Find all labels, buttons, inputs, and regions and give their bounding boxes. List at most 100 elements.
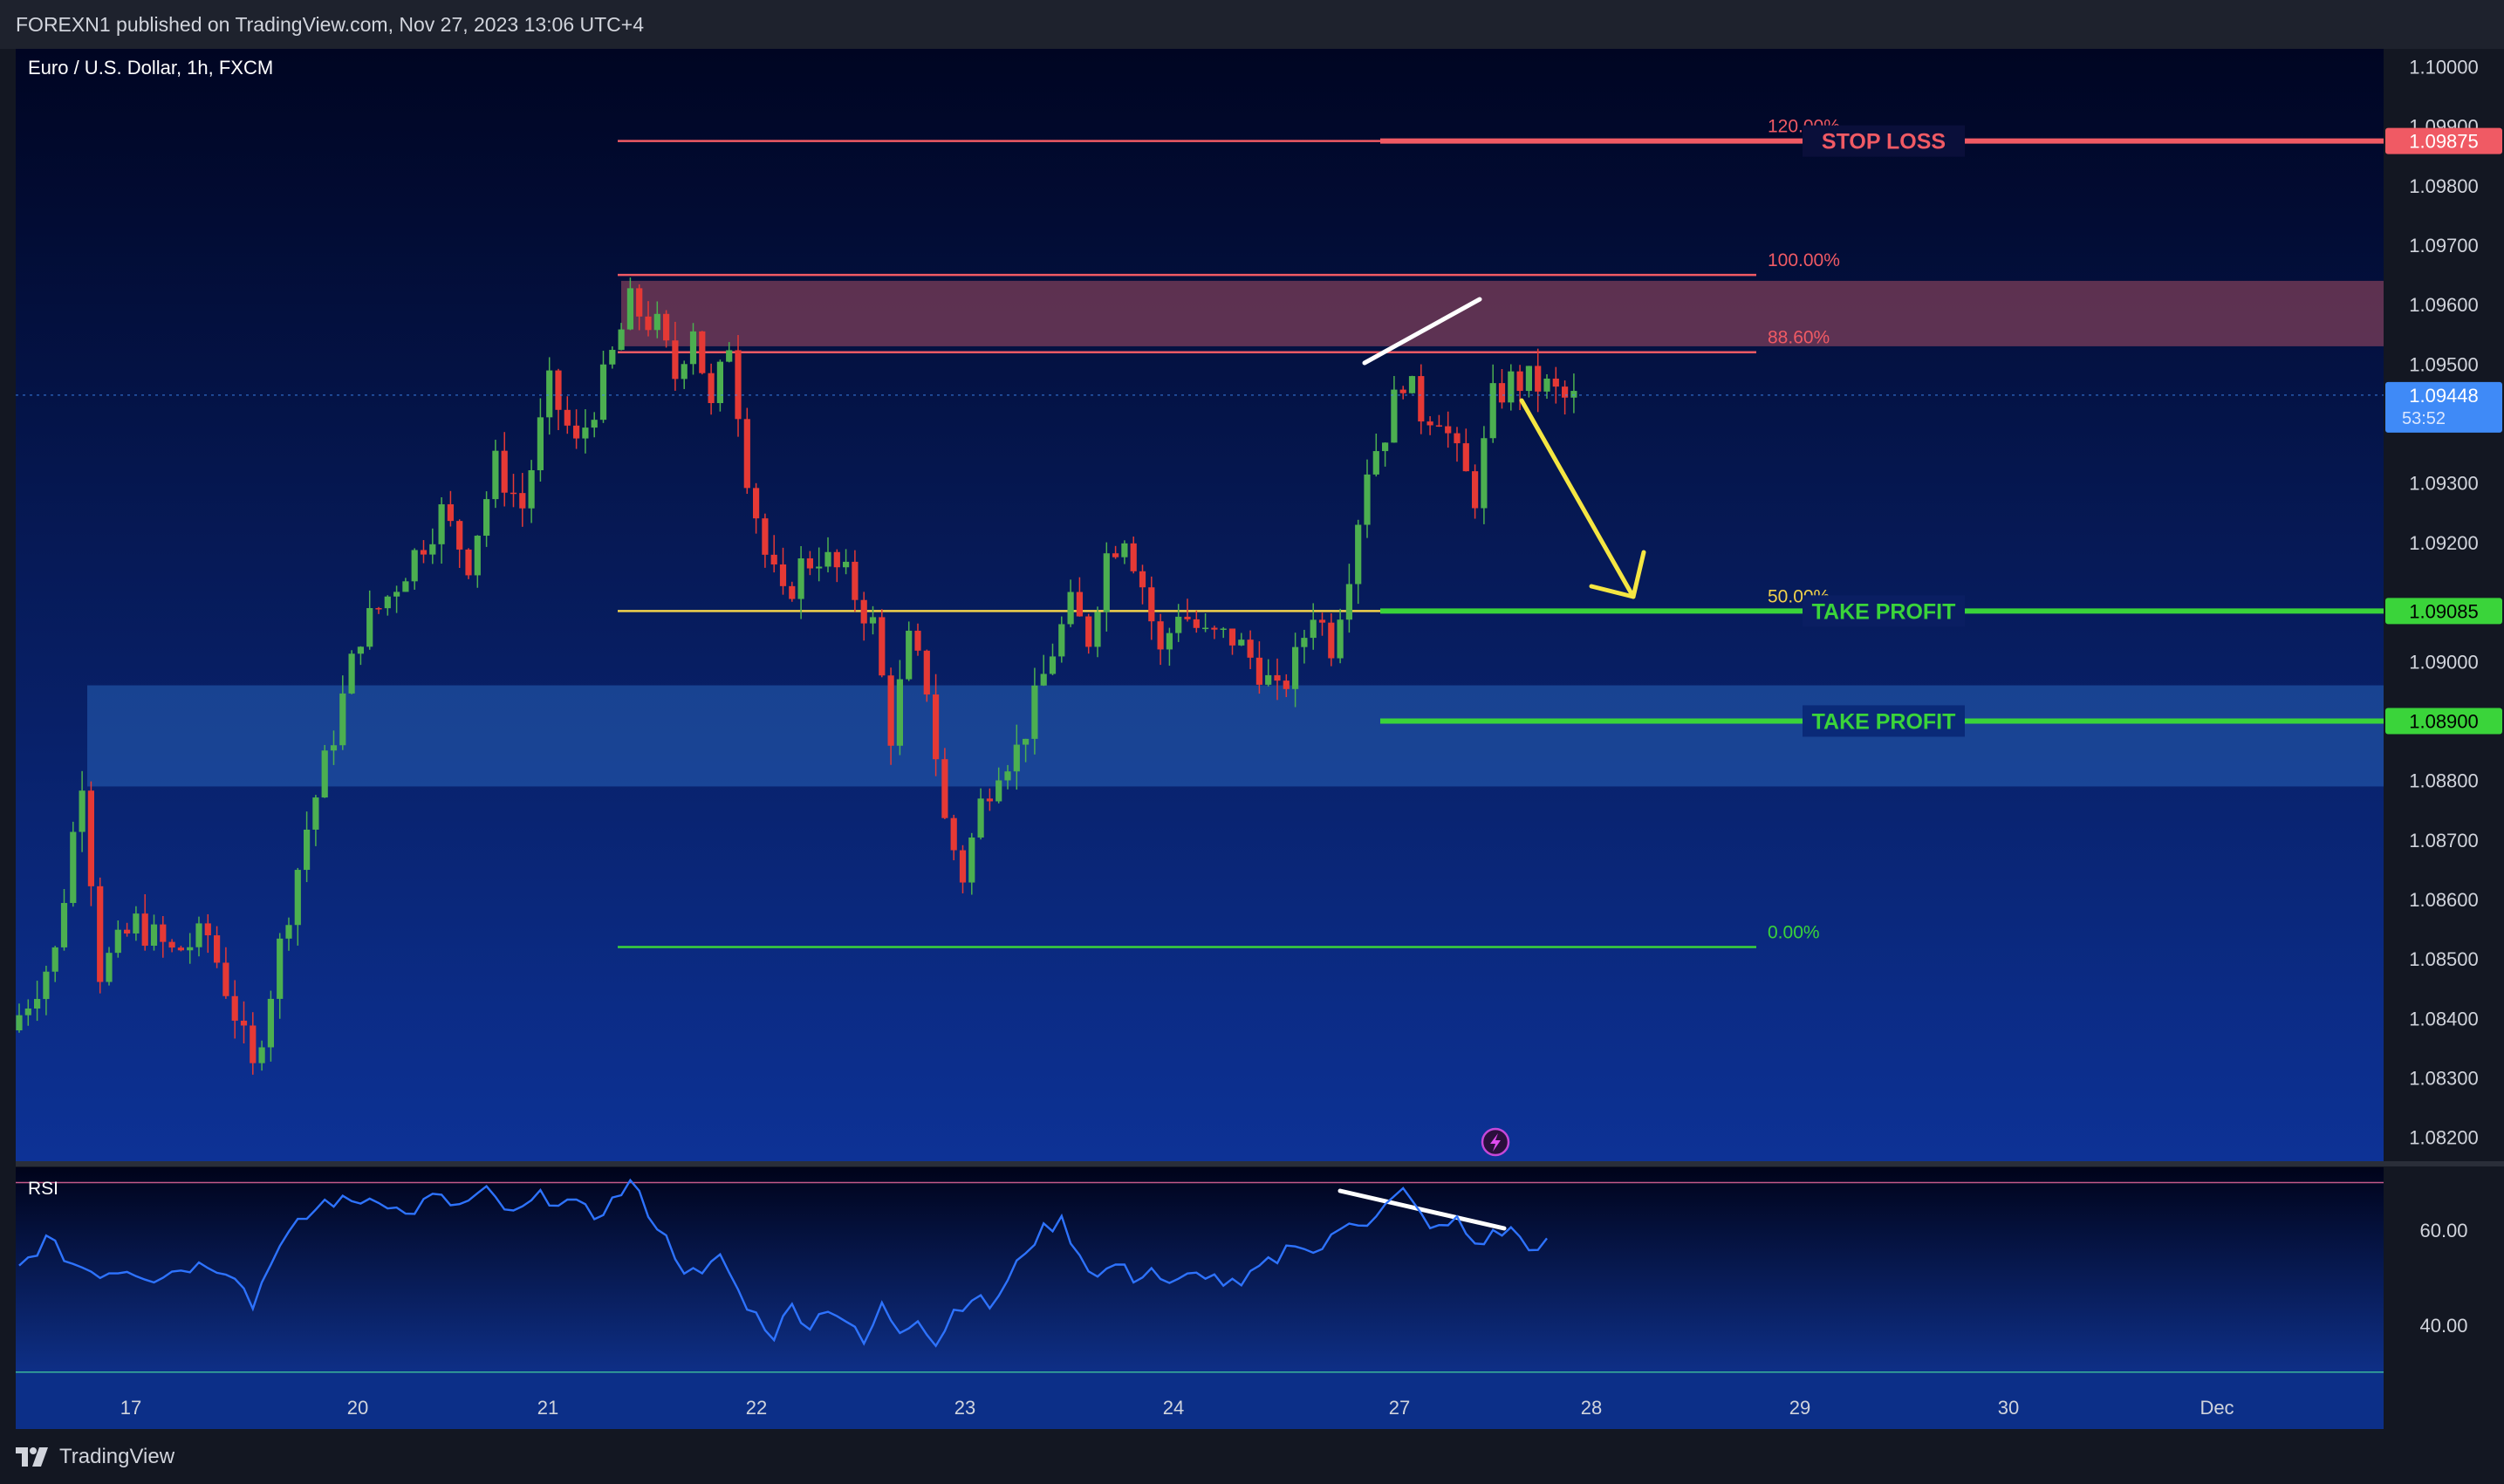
- candle-body: [1157, 621, 1164, 650]
- candle-body: [1355, 524, 1362, 585]
- candle-body: [906, 630, 913, 680]
- candle-body: [699, 331, 706, 373]
- candle-body: [609, 350, 616, 365]
- price-axis[interactable]: [2384, 49, 2504, 1429]
- candle-body: [510, 492, 517, 495]
- candle-body: [1103, 553, 1110, 612]
- candle-body: [1426, 421, 1433, 426]
- candle-body: [1472, 471, 1479, 509]
- candle-body: [168, 941, 175, 948]
- time-tick-label: 21: [537, 1397, 558, 1419]
- candle-body: [87, 790, 94, 886]
- brand-name: TradingView: [59, 1444, 175, 1468]
- rsi-axis-ticks: 60.00 40.00: [2419, 1220, 2467, 1337]
- price-tags-layer: 1.09875 1.09448 53:52 1.09085 1.08900: [2385, 127, 2502, 735]
- rsi-pane[interactable]: [16, 1167, 2384, 1371]
- candle-body: [977, 798, 984, 838]
- candle-body: [348, 653, 355, 694]
- price-pane[interactable]: [16, 49, 2384, 1161]
- candle-body: [160, 924, 167, 942]
- rsi-line: [18, 1178, 1548, 1348]
- candle-body: [1202, 627, 1209, 630]
- candle-body: [204, 923, 211, 936]
- candle-body: [438, 504, 445, 544]
- price-tick-label: 1.08400: [2409, 1008, 2479, 1029]
- candle-body: [914, 630, 921, 651]
- candle-body: [1247, 639, 1254, 658]
- candle-body: [537, 417, 544, 470]
- candle-body: [941, 759, 948, 818]
- candle-body: [1112, 553, 1119, 557]
- candle-body: [1220, 628, 1227, 630]
- candle-body: [1454, 433, 1461, 444]
- candle-body: [321, 750, 328, 798]
- candle-body: [968, 837, 975, 883]
- candle-body: [618, 329, 625, 351]
- candle-body: [546, 370, 553, 418]
- candle-body: [465, 549, 472, 576]
- candle-body: [1031, 685, 1038, 739]
- rsi-divergence-line[interactable]: [1338, 1188, 1507, 1231]
- candle-body: [447, 504, 454, 522]
- candle-body: [923, 650, 930, 695]
- candle-body: [852, 561, 859, 600]
- candle-body: [1211, 627, 1218, 630]
- time-axis-ticks: 17 20 21 22 23 24 27 28 29 30 Dec: [120, 1397, 2234, 1419]
- candle-body: [384, 596, 391, 609]
- candle-body: [250, 1025, 257, 1063]
- candle-body: [258, 1047, 265, 1063]
- time-axis[interactable]: [16, 1371, 2384, 1429]
- current-price-tag: [2385, 381, 2502, 433]
- candle-body: [833, 551, 840, 568]
- fib-label: 100.00%: [1768, 250, 1840, 270]
- take-profit-label-1-bg: [1803, 595, 1965, 627]
- candle-body: [1435, 425, 1442, 427]
- candle-body: [177, 947, 184, 951]
- candle-body: [1265, 674, 1272, 685]
- symbol-legend[interactable]: Euro / U.S. Dollar, 1h, FXCM: [28, 57, 273, 79]
- candle-body: [816, 566, 823, 569]
- candle-body: [474, 536, 481, 576]
- candle-body: [1058, 624, 1065, 657]
- candle-body: [114, 929, 121, 954]
- candle-body: [330, 745, 338, 751]
- candle-body: [1148, 587, 1155, 622]
- trade-lines-layer: STOP LOSS TAKE PROFIT TAKE PROFIT: [1380, 125, 2384, 737]
- take-profit-1-price-tag: [2385, 598, 2502, 625]
- candle-body: [124, 929, 131, 933]
- candle-body: [187, 947, 194, 951]
- candle-body: [106, 953, 113, 982]
- candle-body: [214, 935, 221, 963]
- candle-body: [681, 364, 688, 380]
- tradingview-logo[interactable]: TradingView: [16, 1445, 174, 1469]
- candle-body: [1292, 646, 1299, 689]
- candle-body: [564, 409, 571, 426]
- candle-body: [1328, 622, 1335, 659]
- time-tick-label: 24: [1163, 1397, 1184, 1419]
- candle-body: [950, 817, 957, 851]
- rsi-legend[interactable]: RSI: [28, 1179, 58, 1199]
- candle-body: [1399, 389, 1406, 393]
- candle-body: [79, 790, 86, 832]
- candle-body: [1508, 371, 1515, 403]
- supply-zone: [621, 280, 2384, 346]
- take-profit-1-price-value: 1.09085: [2409, 600, 2479, 622]
- candle-body: [672, 340, 679, 380]
- candle-body: [1040, 674, 1047, 686]
- candle-body: [1337, 619, 1344, 659]
- rsi-tick-label: 40.00: [2419, 1315, 2467, 1337]
- candle-body: [1570, 391, 1577, 398]
- candle-body: [357, 646, 364, 654]
- candle-body: [843, 561, 850, 568]
- price-divergence-line[interactable]: [1362, 297, 1482, 366]
- candle-body: [716, 361, 723, 404]
- lightning-event-icon[interactable]: [1481, 1127, 1510, 1157]
- down-arrow[interactable]: [1519, 398, 1646, 599]
- candle-body: [653, 313, 660, 331]
- candle-body: [240, 1020, 248, 1026]
- candle-body: [1085, 616, 1092, 647]
- candle-body: [1049, 656, 1057, 674]
- candle-body: [1274, 674, 1281, 681]
- publish-header: FOREXN1 published on TradingView.com, No…: [0, 0, 2504, 49]
